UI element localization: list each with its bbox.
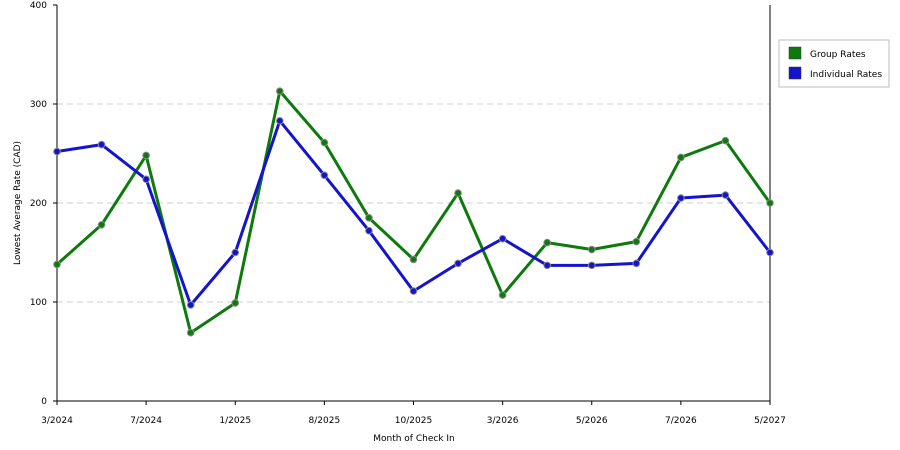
data-point-individual-rates (632, 259, 641, 268)
data-point-group-rates (498, 291, 507, 299)
data-point-group-rates (53, 260, 61, 269)
data-point-group-rates (721, 136, 730, 145)
data-point-individual-rates (587, 261, 596, 270)
x-tick-label: 7/2026 (665, 416, 697, 426)
y-tick-label: 100 (30, 298, 47, 308)
data-point-individual-rates (97, 140, 106, 149)
data-point-group-rates (587, 245, 596, 254)
data-point-group-rates (320, 138, 329, 147)
x-tick-label: 3/2026 (487, 416, 519, 426)
data-point-group-rates (543, 238, 551, 247)
series (53, 87, 774, 337)
y-tick-label: 300 (30, 100, 47, 110)
data-point-individual-rates (142, 175, 150, 184)
x-axis-label: Month of Check In (373, 434, 455, 444)
x-tick-label: 5/2026 (576, 416, 608, 426)
legend-label-group-rates: Group Rates (810, 50, 866, 60)
y-axis-label: Lowest Average Rate (CAD) (13, 141, 23, 265)
data-point-group-rates (142, 151, 150, 160)
data-point-individual-rates (186, 301, 195, 309)
x-tick-label: 1/2025 (219, 416, 251, 426)
data-point-individual-rates (543, 261, 551, 270)
data-point-group-rates (276, 87, 284, 95)
data-point-group-rates (409, 255, 418, 264)
legend: Group Rates Individual Rates (778, 39, 890, 88)
data-point-individual-rates (320, 171, 329, 180)
data-point-individual-rates (365, 226, 373, 235)
x-tick-label: 7/2024 (130, 416, 162, 426)
data-point-group-rates (231, 299, 240, 307)
x-tick-label: 5/2027 (754, 416, 786, 426)
data-point-individual-rates (276, 117, 284, 125)
data-point-individual-rates (454, 259, 462, 268)
series-line-group-rates (56, 89, 772, 335)
data-point-group-rates (454, 189, 462, 197)
data-point-group-rates (632, 237, 641, 246)
data-point-individual-rates (409, 287, 418, 295)
data-point-individual-rates (53, 147, 61, 156)
x-tick-label: 10/2025 (395, 416, 432, 426)
data-point-group-rates (97, 220, 106, 229)
data-point-group-rates (186, 328, 195, 337)
axes (56, 5, 771, 402)
x-ticks: 3/2024 7/2024 1/2025 8/2025 10/2025 3/2026 5/2… (41, 401, 786, 426)
series-line-individual-rates (56, 119, 772, 307)
y-tick-label: 0 (41, 397, 47, 407)
y-tick-label: 400 (30, 1, 47, 11)
legend-label-individual-rates: Individual Rates (810, 70, 882, 80)
data-point-individual-rates (498, 234, 507, 243)
x-tick-label: 3/2024 (41, 416, 73, 426)
data-point-group-rates (766, 199, 774, 207)
x-tick-label: 8/2025 (309, 416, 341, 426)
data-point-individual-rates (766, 248, 774, 257)
y-tick-label: 200 (30, 199, 47, 209)
gridlines (57, 103, 770, 303)
legend-swatch-group-rates (788, 46, 802, 60)
data-point-group-rates (365, 214, 373, 222)
data-point-individual-rates (721, 191, 730, 199)
data-point-group-rates (677, 153, 685, 162)
data-point-individual-rates (677, 194, 685, 202)
legend-swatch-individual-rates (788, 66, 802, 80)
y-ticks: 0 100 200 300 400 (30, 1, 57, 407)
data-point-individual-rates (231, 248, 240, 257)
